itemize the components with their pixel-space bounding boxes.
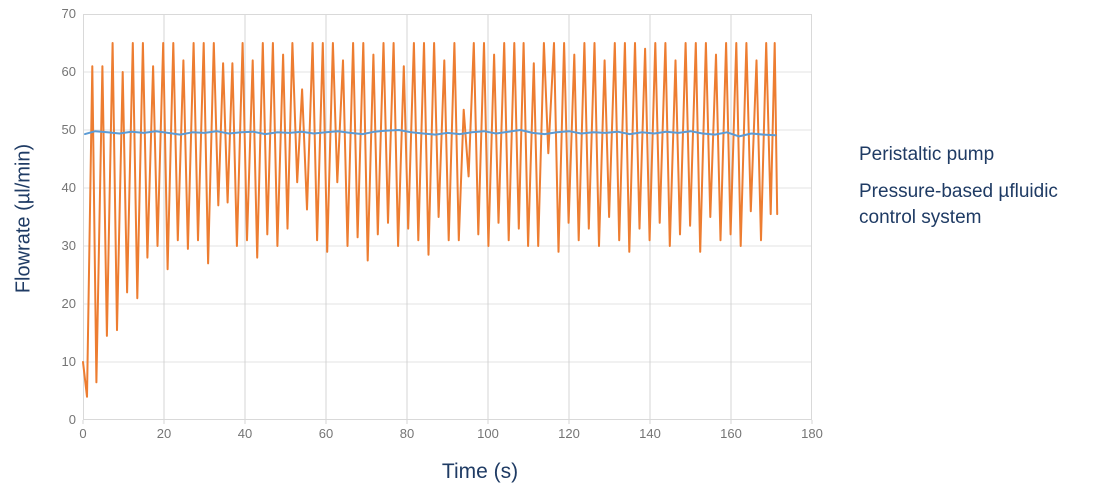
y-tick-label: 20 [61, 296, 76, 311]
x-tick-label: 20 [156, 426, 172, 441]
y-axis-title: Flowrate (µl/min) [12, 143, 35, 294]
legend-item-pressure-system: Pressure-based µfluidic control system [822, 179, 1077, 231]
x-tick-label: 120 [558, 426, 580, 441]
x-axis-title: Time (s) [441, 460, 519, 483]
y-tick-label: 0 [68, 412, 76, 427]
legend-item-peristaltic-pump: Peristaltic pump [822, 142, 1077, 168]
x-tick-label: 100 [477, 426, 499, 441]
series-line-pressure-system [84, 129, 777, 138]
y-tick-label: 60 [61, 64, 76, 79]
y-tick-label: 40 [61, 180, 76, 195]
y-tick-label: 10 [61, 354, 76, 369]
x-tick-label: 180 [801, 426, 823, 441]
x-tick-label: 80 [399, 426, 415, 441]
legend-swatch-blue [822, 184, 837, 199]
legend-label: Pressure-based µfluidic control system [859, 181, 1058, 228]
x-tick-label: 40 [237, 426, 253, 441]
x-tick-label: 140 [639, 426, 661, 441]
y-tick-label: 30 [61, 238, 76, 253]
series-line-peristaltic-pump [82, 42, 779, 398]
legend-label: Peristaltic pump [859, 144, 995, 165]
y-tick-label: 70 [61, 6, 76, 21]
plot-canvas [82, 14, 813, 424]
plot-area [82, 14, 813, 424]
x-tick-label: 60 [318, 426, 334, 441]
y-tick-label: 50 [61, 122, 76, 137]
chart-legend: Peristaltic pump Pressure-based µfluidic… [822, 142, 1077, 231]
legend-swatch-orange [822, 147, 837, 162]
x-tick-label: 160 [720, 426, 742, 441]
x-tick-label: 0 [79, 426, 87, 441]
